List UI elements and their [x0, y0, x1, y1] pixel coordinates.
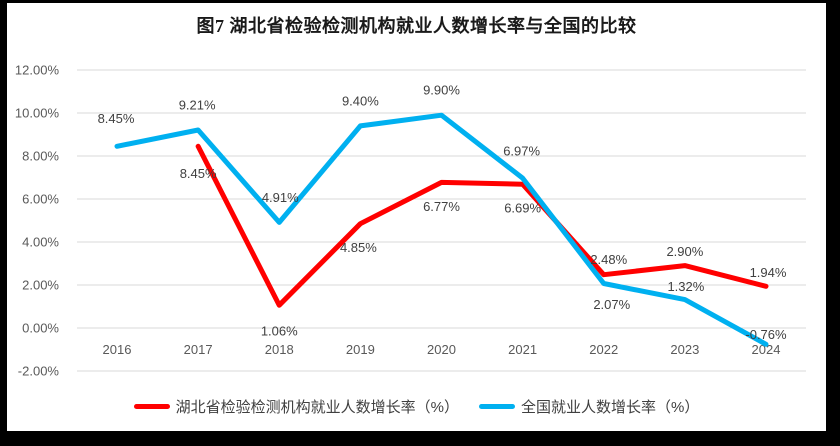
y-axis-tick-label: 4.00%	[22, 235, 59, 250]
data-label: -0.76%	[745, 327, 787, 342]
chart-svg: -2.00% 0.00% 2.00% 4.00% 6.00% 8.00% 10.00% 12.…	[15, 63, 806, 379]
data-label: 2.48%	[590, 252, 627, 267]
data-label: 6.69%	[504, 201, 541, 216]
data-label: 1.06%	[261, 324, 298, 339]
y-axis-tick-label: 0.00%	[22, 321, 59, 336]
y-axis-tick-label: 10.00%	[15, 106, 60, 121]
data-label: 9.90%	[423, 83, 460, 98]
x-axis-label: 2022	[589, 342, 618, 357]
x-axis-label: 2019	[346, 342, 375, 357]
data-label: 2.90%	[666, 244, 703, 259]
data-label: 8.45%	[180, 166, 217, 181]
legend-item-hubei: 湖北省检验检测机构就业人数增长率（%）	[133, 396, 459, 417]
data-label: 4.85%	[340, 240, 377, 255]
data-label: 1.32%	[667, 279, 704, 294]
y-axis-tick-label: -2.00%	[18, 364, 60, 379]
data-label: 6.97%	[503, 144, 540, 159]
chart-title: 图7 湖北省检验检测机构就业人数增长率与全国的比较	[196, 16, 637, 36]
data-label: 2.07%	[593, 297, 630, 312]
y-axis-tick-label: 12.00%	[15, 63, 60, 78]
data-label: 9.21%	[179, 97, 216, 112]
x-axis-label: 2017	[184, 342, 213, 357]
x-axis-label: 2023	[670, 342, 699, 357]
y-axis-tick-label: 8.00%	[22, 149, 59, 164]
legend-label-national: 全国就业人数增长率（%）	[521, 399, 700, 416]
x-axis-label: 2018	[265, 342, 294, 357]
x-axis-label: 2020	[427, 342, 456, 357]
x-axis-label: 2021	[508, 342, 537, 357]
legend-item-national: 全国就业人数增长率（%）	[479, 396, 699, 417]
legend-label-hubei: 湖北省检验检测机构就业人数增长率（%）	[175, 399, 459, 416]
y-axis-tick-label: 6.00%	[22, 192, 59, 207]
chart-canvas: 图7 湖北省检验检测机构就业人数增长率与全国的比较 -2.00% 0.00% 2.0…	[7, 3, 826, 431]
x-axis-label: 2024	[752, 342, 781, 357]
legend-swatch-hubei-icon	[133, 404, 170, 409]
legend: 湖北省检验检测机构就业人数增长率（%） 全国就业人数增长率（%）	[7, 396, 826, 417]
data-label: 1.94%	[750, 265, 787, 280]
x-axis-label: 2016	[103, 342, 132, 357]
series-line	[195, 143, 769, 308]
series-line	[114, 112, 769, 347]
data-label: 6.77%	[423, 199, 460, 214]
data-label: 8.45%	[98, 111, 135, 126]
data-label: 9.40%	[342, 93, 379, 108]
data-label: 4.91%	[262, 190, 299, 205]
legend-swatch-national-icon	[479, 404, 515, 409]
y-axis-tick-label: 2.00%	[22, 278, 59, 293]
